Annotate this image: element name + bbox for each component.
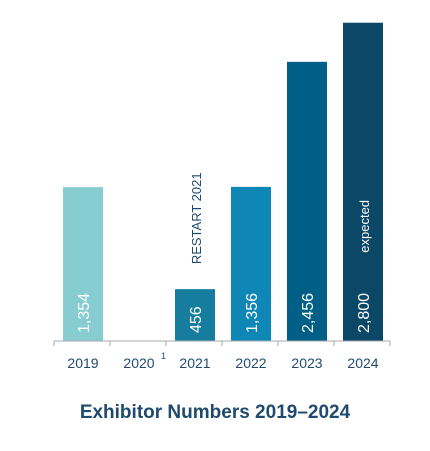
x-tick-label-2023: 2023 [291, 355, 322, 371]
x-tick-footnote-2020: 1 [161, 351, 166, 361]
x-tick-label-2020: 2020 [123, 355, 154, 371]
bar-2024 [343, 22, 383, 341]
bar-2021 [175, 289, 215, 341]
value-label-2022: 1,356 [244, 293, 261, 333]
annotation-expected: expected [357, 200, 372, 253]
annotation-restart: RESTART 2021 [189, 172, 204, 264]
chart-title: Exhibitor Numbers 2019–2024 [79, 402, 351, 423]
value-label-2024: 2,800 [356, 293, 373, 333]
x-tick-label-2019: 2019 [67, 355, 98, 371]
bar-chart: 1,354 456 1,356 2,456 2,800 RESTART 2021 expec… [53, 22, 391, 371]
bar-2023 [287, 61, 327, 342]
bar-2022 [231, 186, 271, 341]
x-tick-label-2022: 2022 [235, 355, 266, 371]
x-tick-label-2021: 2021 [179, 355, 210, 371]
value-label-2021: 456 [188, 306, 205, 333]
value-label-2023: 2,456 [300, 293, 317, 333]
value-label-2019: 1,354 [76, 293, 93, 333]
bar-2019 [63, 187, 103, 341]
x-tick-label-2024: 2024 [347, 355, 378, 371]
